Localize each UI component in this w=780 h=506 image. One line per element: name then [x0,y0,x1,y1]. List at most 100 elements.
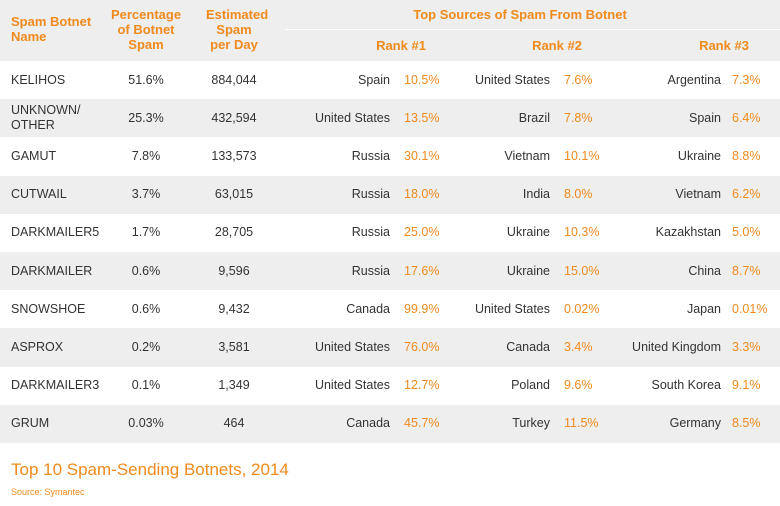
botnet-name: DARKMAILER3 [11,378,100,393]
rank1-share: 12.7% [404,378,440,393]
rank3-share: 7.3% [732,72,761,87]
header-percentage: Percentage of Botnet Spam [110,7,182,52]
estimated-spam: 133,573 [211,148,257,163]
rank1-share: 30.1% [404,148,440,163]
rank2-share: 15.0% [564,263,600,278]
estimated-spam: 3,581 [218,339,250,354]
table-row: ASPROX 0.2% 3,581 United States 76.0% Ca… [0,328,780,367]
rank2-country: Poland [511,378,550,393]
rank2-share: 7.6% [564,72,593,87]
rank3-country: China [688,263,721,278]
rank3-country: Germany [669,416,721,431]
table-row: DARKMAILER5 1.7% 28,705 Russia 25.0% Ukr… [0,214,780,252]
botnet-percentage: 25.3% [128,110,164,125]
rank3-share: 9.1% [732,378,761,393]
estimated-spam: 63,015 [214,187,254,202]
rank1-share: 25.0% [404,225,440,240]
table-row: UNKNOWN/ OTHER 25.3% 432,594 United Stat… [0,99,780,138]
botnet-percentage: 0.2% [131,339,161,354]
botnet-name: SNOWSHOE [11,301,86,316]
table-body: KELIHOS 51.6% 884,044 Spain 10.5% United… [0,61,780,443]
rank3-country: Spain [689,110,721,125]
figure-title: Top 10 Spam-Sending Botnets, 2014 [11,460,289,479]
botnet-name: DARKMAILER [11,263,93,278]
botnet-name: CUTWAIL [11,187,67,202]
botnet-percentage: 3.7% [131,187,161,202]
estimated-spam: 9,432 [218,301,250,316]
rank1-country: Russia [351,148,390,163]
rank3-country: United Kingdom [632,339,721,354]
rank3-country: South Korea [651,378,722,393]
rank2-share: 0.02% [564,301,600,316]
header-name: Spam Botnet Name [11,14,92,44]
botnet-name: DARKMAILER5 [11,225,100,240]
rank2-share: 8.0% [564,187,593,202]
botnet-percentage: 0.6% [131,263,161,278]
botnet-percentage: 0.1% [131,378,161,393]
rank3-country: Japan [686,301,721,316]
table-header: Spam Botnet Name Percentage of Botnet Sp… [0,0,780,61]
botnet-percentage: 0.6% [131,301,161,316]
rank3-share: 6.2% [732,187,761,202]
rank1-country: Canada [346,416,390,431]
table-row: GRUM 0.03% 464 Canada 45.7% Turkey 11.5%… [0,404,780,443]
rank3-share: 6.4% [732,110,761,125]
rank1-country: Canada [346,301,390,316]
rank2-share: 10.1% [564,148,600,163]
rank2-share: 9.6% [564,378,593,393]
estimated-spam: 464 [223,416,245,431]
rank1-share: 76.0% [404,339,440,354]
header-rank-3: Rank #3 [699,38,749,53]
rank2-country: India [522,187,550,202]
rank2-share: 7.8% [564,110,593,125]
rank3-share: 3.3% [732,339,761,354]
rank1-country: Russia [351,187,390,202]
table-row: SNOWSHOE 0.6% 9,432 Canada 99.9% United … [0,290,780,328]
estimated-spam: 28,705 [214,225,254,240]
botnet-percentage: 51.6% [128,72,164,87]
rank2-share: 10.3% [564,225,600,240]
rank1-share: 18.0% [404,187,440,202]
botnet-percentage: 0.03% [128,416,164,431]
rank3-country: Ukraine [677,148,721,163]
botnet-name: KELIHOS [11,72,66,87]
table-row: KELIHOS 51.6% 884,044 Spain 10.5% United… [0,61,780,99]
table-row: DARKMAILER3 0.1% 1,349 United States 12.… [0,367,780,405]
rank2-country: Vietnam [504,148,550,163]
botnet-name: ASPROX [11,339,64,354]
rank3-country: Vietnam [675,187,721,202]
rank2-country: Turkey [512,416,550,431]
rank2-country: Canada [506,339,550,354]
rank2-country: Ukraine [506,263,550,278]
rank1-country: Russia [351,225,390,240]
rank2-country: United States [474,72,550,87]
rank3-share: 8.8% [732,148,761,163]
rank1-share: 10.5% [404,72,440,87]
rank2-share: 11.5% [564,416,599,431]
rank1-country: Spain [358,72,390,87]
rank3-share: 8.7% [732,263,761,278]
botnet-percentage: 1.7% [131,225,161,240]
header-top-sources: Top Sources of Spam From Botnet [413,7,627,22]
estimated-spam: 1,349 [218,378,250,393]
table-row: GAMUT 7.8% 133,573 Russia 30.1% Vietnam … [0,137,780,175]
rank2-country: Brazil [518,110,550,125]
rank1-country: United States [314,110,390,125]
botnet-name: GRUM [11,416,50,431]
rank2-share: 3.4% [564,339,593,354]
rank1-share: 99.9% [404,301,440,316]
rank3-country: Argentina [667,72,721,87]
rank1-share: 13.5% [404,110,440,125]
rank3-share: 5.0% [732,225,761,240]
table-row: DARKMAILER 0.6% 9,596 Russia 17.6% Ukrai… [0,251,780,291]
estimated-spam: 884,044 [211,72,257,87]
rank1-country: United States [314,378,390,393]
botnet-percentage: 7.8% [131,148,161,163]
header-rank-1: Rank #1 [376,38,426,53]
rank1-country: United States [314,339,390,354]
rank2-country: United States [474,301,550,316]
rank1-country: Russia [351,263,390,278]
rank2-country: Ukraine [506,225,550,240]
rank3-share: 8.5% [732,416,761,431]
